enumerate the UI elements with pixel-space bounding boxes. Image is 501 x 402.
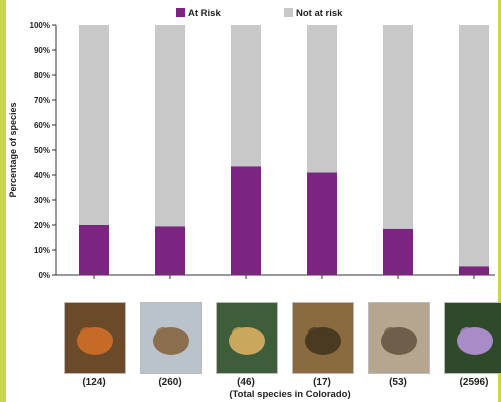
x-tick-label-birds: Birds	[158, 289, 182, 290]
not-at-risk-bar-mammals	[79, 25, 109, 225]
toad-photo	[292, 302, 354, 374]
at-risk-bar-fish	[231, 166, 261, 275]
legend-swatch-at-risk	[176, 8, 185, 17]
y-tick-label: 70%	[34, 96, 50, 105]
rattlesnake-photo	[368, 302, 430, 374]
not-at-risk-bar-fish	[231, 25, 261, 167]
species-count-mammals: (124)	[82, 377, 106, 388]
x-tick-label-reptiles: Reptiles	[380, 289, 417, 290]
y-tick-label: 20%	[34, 221, 50, 230]
y-tick-label: 100%	[30, 21, 50, 30]
y-tick-label: 60%	[34, 121, 50, 130]
fox-photo	[64, 302, 126, 374]
y-axis-title: Percentage of species	[8, 102, 18, 197]
y-tick-label: 80%	[34, 71, 50, 80]
at-risk-bar-mammals	[79, 225, 109, 275]
x-tick-label-amphibians: Amphibians	[295, 289, 349, 290]
at-risk-bar-reptiles	[383, 228, 413, 275]
x-tick-label-plants: Plants	[460, 289, 489, 290]
y-tick-label: 30%	[34, 196, 50, 205]
y-tick-label: 0%	[38, 271, 50, 280]
y-tick-label: 40%	[34, 171, 50, 180]
legend-label-at-risk: At Risk	[188, 8, 221, 19]
legend-label-not-at-risk: Not at risk	[296, 8, 343, 19]
y-tick-label: 10%	[34, 246, 50, 255]
not-at-risk-bar-reptiles	[383, 25, 413, 229]
not-at-risk-bar-birds	[155, 25, 185, 227]
at-risk-bar-amphibians	[307, 172, 337, 275]
at-risk-bar-plants	[459, 266, 489, 275]
species-count-amphibians: (17)	[313, 377, 331, 388]
y-tick-label: 50%	[34, 146, 50, 155]
not-at-risk-bar-plants	[459, 25, 489, 267]
stacked-bar-chart: 0% 10% 20% 30% 40% 50% 60% 70% 80% 90% 100% Percent…	[8, 8, 495, 290]
species-count-plants: (2596)	[459, 377, 489, 388]
flower-photo	[444, 302, 501, 374]
species-count-reptiles: (53)	[389, 377, 407, 388]
right-border-stripe	[498, 0, 501, 402]
x-tick-label-fish: Fish	[236, 289, 256, 290]
left-border-stripe	[0, 0, 6, 402]
species-count-fish: (46)	[237, 377, 255, 388]
trout-photo	[216, 302, 278, 374]
not-at-risk-bar-amphibians	[307, 25, 337, 173]
counts-footnote: (Total species in Colorado)	[229, 389, 351, 400]
x-tick-label-mammals: Mammals	[72, 289, 115, 290]
curlew-photo	[140, 302, 202, 374]
at-risk-bar-birds	[155, 226, 185, 275]
y-tick-label: 90%	[34, 46, 50, 55]
legend-swatch-not-at-risk	[284, 8, 293, 17]
species-count-birds: (260)	[158, 377, 182, 388]
